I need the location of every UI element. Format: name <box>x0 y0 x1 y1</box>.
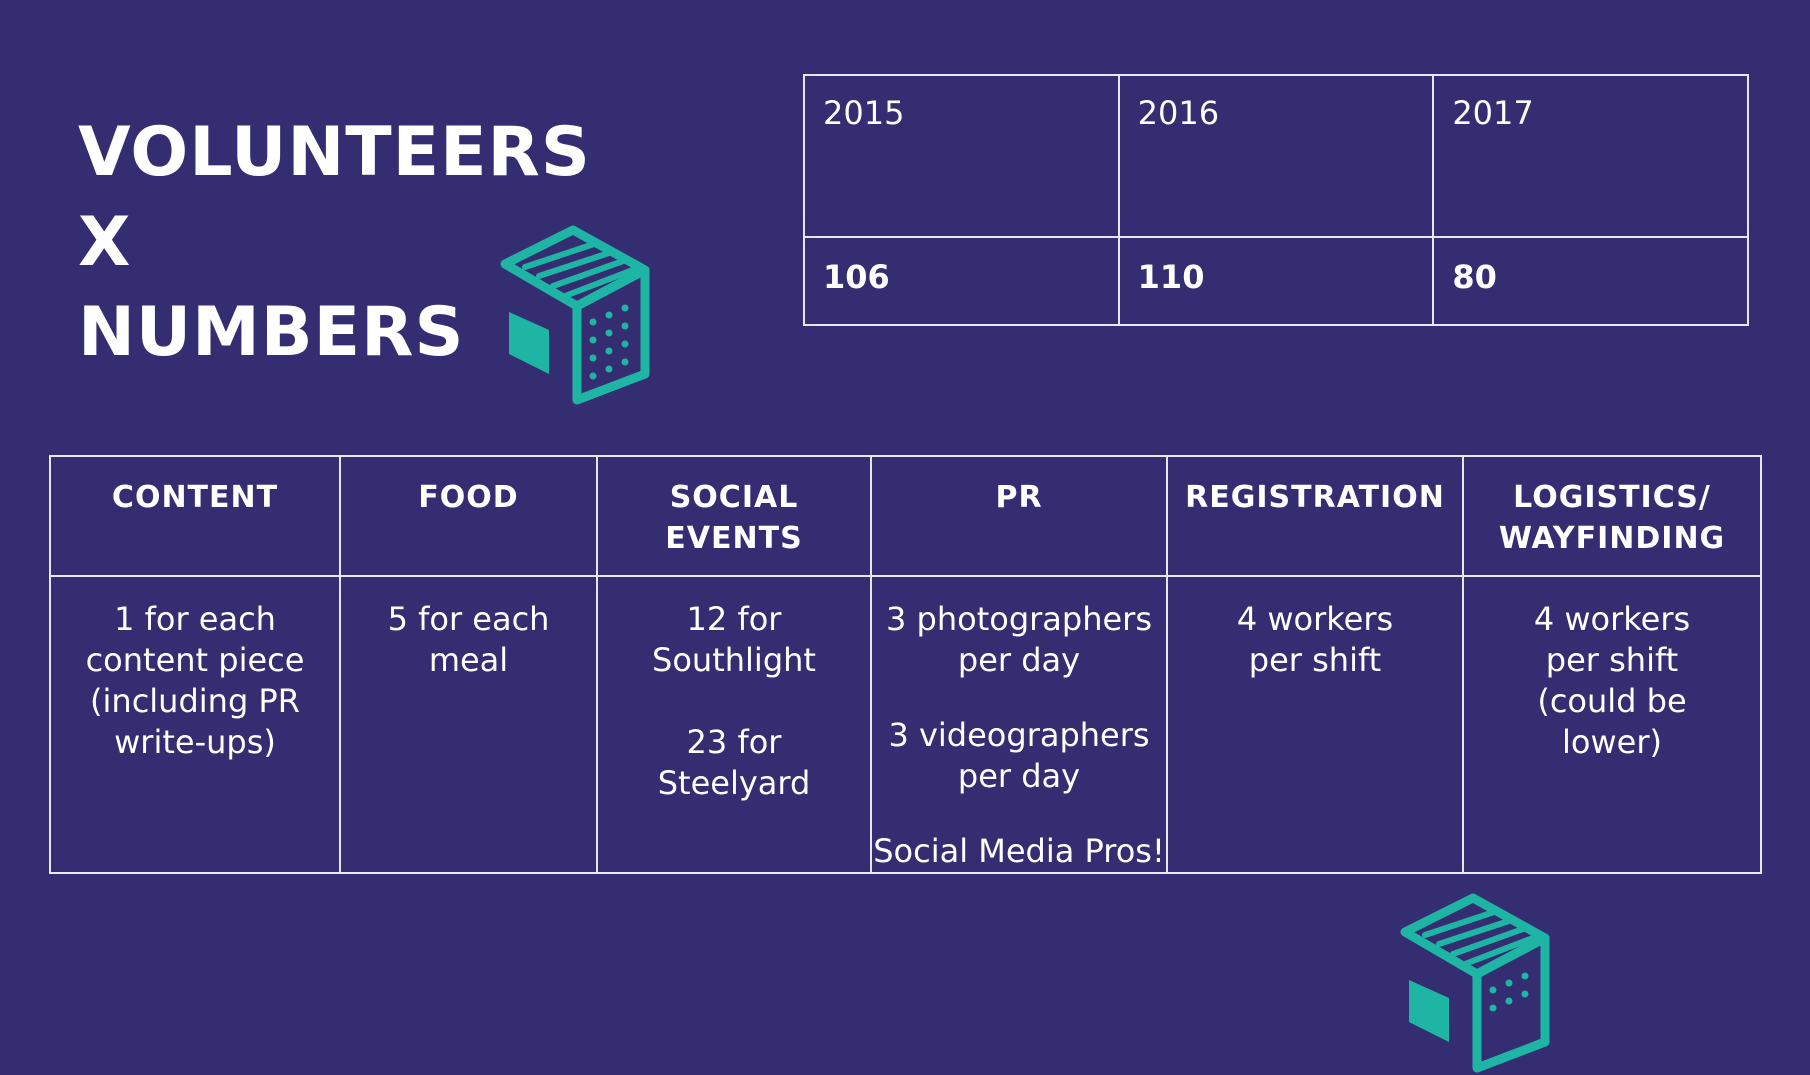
header-social-events: SOCIAL EVENTS <box>596 455 872 577</box>
roles-header-row: CONTENT FOOD SOCIAL EVENTS PR REGISTRATI… <box>49 455 1762 577</box>
header-food: FOOD <box>339 455 598 577</box>
header-registration: REGISTRATION <box>1166 455 1464 577</box>
title-line-volunteers: VOLUNTEERS <box>78 113 591 192</box>
cube-logo-icon <box>500 225 650 405</box>
volunteer-roles-table: CONTENT FOOD SOCIAL EVENTS PR REGISTRATI… <box>49 455 1762 874</box>
roles-body-row: 1 for each content piece (including PR w… <box>49 575 1762 874</box>
count-cell: 110 <box>1117 236 1435 326</box>
slide-title: VOLUNTEERS X NUMBERS <box>78 108 591 378</box>
header-logistics-wayfinding: LOGISTICS/ WAYFINDING <box>1462 455 1762 577</box>
cell-registration: 4 workers per shift <box>1166 575 1464 874</box>
header-content: CONTENT <box>49 455 341 577</box>
count-cell: 106 <box>803 236 1120 326</box>
title-line-numbers: NUMBERS <box>78 293 465 372</box>
cell-logistics-wayfinding: 4 workers per shift (could be lower) <box>1462 575 1762 874</box>
title-line-x: X <box>78 203 132 282</box>
year-row: 2015 2016 2017 <box>803 74 1749 238</box>
count-cell: 80 <box>1432 236 1749 326</box>
year-cell: 2017 <box>1432 74 1749 238</box>
cell-pr: 3 photographers per day 3 videographers … <box>870 575 1168 874</box>
header-pr: PR <box>870 455 1168 577</box>
year-cell: 2016 <box>1117 74 1435 238</box>
cell-content: 1 for each content piece (including PR w… <box>49 575 341 874</box>
cell-social-events: 12 for Southlight 23 for Steelyard <box>596 575 872 874</box>
count-row: 106 110 80 <box>803 236 1749 326</box>
cell-food: 5 for each meal <box>339 575 598 874</box>
year-cell: 2015 <box>803 74 1120 238</box>
cube-logo-icon-bottom <box>1400 893 1550 1073</box>
volunteers-by-year-table: 2015 2016 2017 106 110 80 <box>803 74 1749 326</box>
